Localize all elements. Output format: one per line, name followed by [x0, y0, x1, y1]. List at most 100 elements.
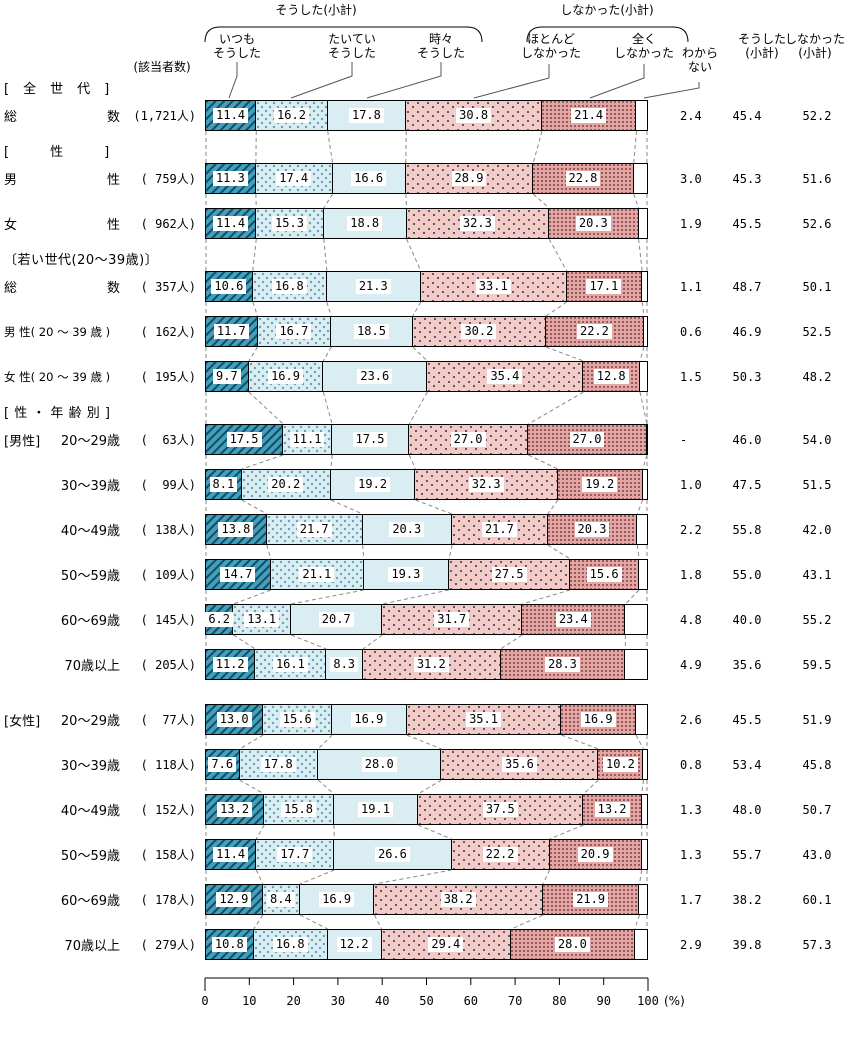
row-label: 40〜49歳	[4, 800, 120, 819]
didnt-subtotal-value: 50.7	[802, 802, 832, 817]
bar-segment-0: 10.6	[206, 272, 253, 301]
bar-segment-1: 11.1	[283, 425, 332, 454]
segment-value: 8.3	[330, 657, 359, 672]
segment-value: 19.1	[358, 802, 393, 817]
chart-body: [ 全 世 代 ] 総数 (1,721人) 11.4 16.2 17.8 30.8 21.4 2…	[0, 80, 849, 1012]
segment-value: 16.7	[276, 324, 312, 339]
group-did-label: そうした(小計)	[275, 3, 357, 17]
segment-value: 28.3	[545, 657, 580, 672]
x-axis-tick-label: 60	[464, 994, 478, 1008]
bar-segment-1: 21.7	[266, 515, 363, 544]
segment-value: 11.4	[213, 847, 249, 862]
stacked-bar: 13.0 15.6 16.9 35.1 16.9	[205, 704, 648, 735]
segment-value: 19.2	[355, 477, 391, 492]
did-subtotal-value: 46.9	[732, 324, 762, 339]
row-label: 男性	[4, 169, 120, 188]
did-subtotal-value: 47.5	[732, 477, 762, 492]
segment-value: 17.8	[348, 108, 384, 123]
segment-value: 16.9	[580, 712, 616, 727]
row-label: 40〜49歳	[4, 520, 120, 539]
bar-segment-3: 22.2	[451, 840, 550, 869]
did-subtotal-value: 45.4	[732, 108, 762, 123]
bar-segment-0: 14.7	[206, 560, 271, 589]
row-label: 30〜39歳	[4, 475, 120, 494]
segment-value: 21.4	[571, 108, 607, 123]
legend-mostly-not: ほとんど しなかった	[520, 32, 582, 60]
stacked-bar: 12.9 8.4 16.9 38.2 21.9	[205, 884, 648, 915]
bar-segment-1: 17.7	[256, 840, 335, 869]
bar-segment-3: 38.2	[374, 885, 543, 914]
row-group-prefix: [男性]	[4, 434, 41, 449]
bar-segment-0: 11.7	[206, 317, 258, 346]
did-subtotal-value: 39.8	[732, 937, 762, 952]
bar-segment-dk	[637, 515, 647, 544]
legend-never: 全く しなかった	[613, 32, 675, 60]
bar-segment-dk	[638, 209, 647, 238]
stacked-bar: 13.2 15.8 19.1 37.5 13.2	[205, 794, 648, 825]
row-label: 20〜29歳 [男性]	[4, 430, 120, 449]
segment-value: 20.3	[389, 522, 425, 537]
didnt-subtotal-value: 52.6	[802, 216, 832, 231]
segment-value: 16.9	[268, 369, 303, 384]
bar-segment-dk	[625, 650, 647, 679]
bar-row: 60〜69歳 ( 178人) 12.9 8.4 16.9 38.2 21.9 1.7 38.2 6…	[0, 884, 849, 915]
bar-segment-2: 19.3	[363, 560, 449, 589]
bar-segment-3: 33.1	[420, 272, 567, 301]
bar-row: 20〜29歳 [女性] ( 77人) 13.0 15.6 16.9 35.1 16.9 2.6 4…	[0, 704, 849, 735]
row-label-part: 総	[4, 281, 18, 296]
segment-value: 12.8	[593, 369, 629, 384]
bar-segment-2: 28.0	[318, 750, 442, 779]
bar-segment-4: 17.1	[566, 272, 643, 301]
row-label: 女 性( 20 〜 39 歳 )	[4, 369, 120, 385]
row-label-text: 60〜69歳	[60, 894, 120, 909]
bar-segment-2: 19.2	[330, 470, 416, 499]
column-did-header: そうした (小計)	[737, 32, 787, 60]
bar-segment-3: 32.3	[415, 470, 558, 499]
row-label: 70歳以上	[4, 935, 120, 954]
dk-value: 1.1	[680, 279, 702, 294]
didnt-subtotal-value: 42.0	[802, 522, 832, 537]
did-subtotal-value: 53.4	[732, 757, 762, 772]
row-label-text: 男 性( 20 〜 39 歳 )	[4, 324, 111, 339]
bar-segment-4: 16.9	[561, 705, 636, 734]
bar-segment-1: 15.3	[256, 209, 324, 238]
bar-segment-4: 23.4	[522, 605, 626, 634]
x-axis: 0 10 20 30 40 50 60 70 80 90 100 (%)	[0, 974, 849, 1012]
row-respondent-count: ( 109人)	[140, 568, 196, 582]
segment-value: 17.8	[260, 757, 296, 772]
segment-value: 21.9	[573, 892, 609, 907]
segment-value: 12.2	[336, 937, 372, 952]
bar-segment-dk	[643, 750, 647, 779]
segment-value: 16.1	[272, 657, 308, 672]
row-label-text: 40〜49歳	[60, 804, 120, 819]
row-group-prefix: [女性]	[4, 714, 41, 729]
bar-row: 70歳以上 ( 279人) 10.8 16.8 12.2 29.4 28.0 2.9 39.8 5…	[0, 929, 849, 960]
segment-value: 23.6	[357, 369, 393, 384]
segment-value: 31.7	[434, 612, 470, 627]
didnt-subtotal-value: 55.2	[802, 612, 832, 627]
bar-segment-0: 6.2	[205, 605, 234, 634]
dk-value: 1.3	[680, 802, 702, 817]
row-respondent-count: ( 118人)	[140, 758, 196, 772]
stacked-bar: 7.6 17.8 28.0 35.6 10.2	[205, 749, 648, 780]
row-respondent-count: ( 99人)	[140, 478, 196, 492]
bar-row: 40〜49歳 ( 152人) 13.2 15.8 19.1 37.5 13.2 1.3 48.0…	[0, 794, 849, 825]
segment-value: 31.2	[413, 657, 449, 672]
bar-segment-0: 11.4	[206, 209, 257, 238]
bar-segment-0: 13.2	[206, 795, 265, 824]
segment-value: 27.0	[450, 432, 486, 447]
bar-segment-dk	[636, 101, 647, 130]
bar-segment-1: 16.1	[255, 650, 327, 679]
bar-segment-0: 11.2	[206, 650, 256, 679]
bar-segment-4: 21.4	[542, 101, 637, 130]
segment-value: 35.6	[502, 757, 537, 772]
chart-header: そうした(小計) しなかった(小計) いつも そうした たいてい そうした 時々 そう…	[0, 0, 849, 100]
dk-value: 1.8	[680, 567, 702, 582]
bar-row: 女性( 962人) 11.4 15.3 18.8 32.3 20.3 1.9 45.5 52.6	[0, 208, 849, 239]
row-label-text: 50〜59歳	[60, 569, 120, 584]
didnt-subtotal-value: 43.1	[802, 567, 832, 582]
segment-value: 11.7	[213, 324, 249, 339]
row-label-part: 数	[106, 110, 120, 125]
row-label-text: 30〜39歳	[60, 759, 120, 774]
row-label-part: 男	[4, 173, 18, 188]
